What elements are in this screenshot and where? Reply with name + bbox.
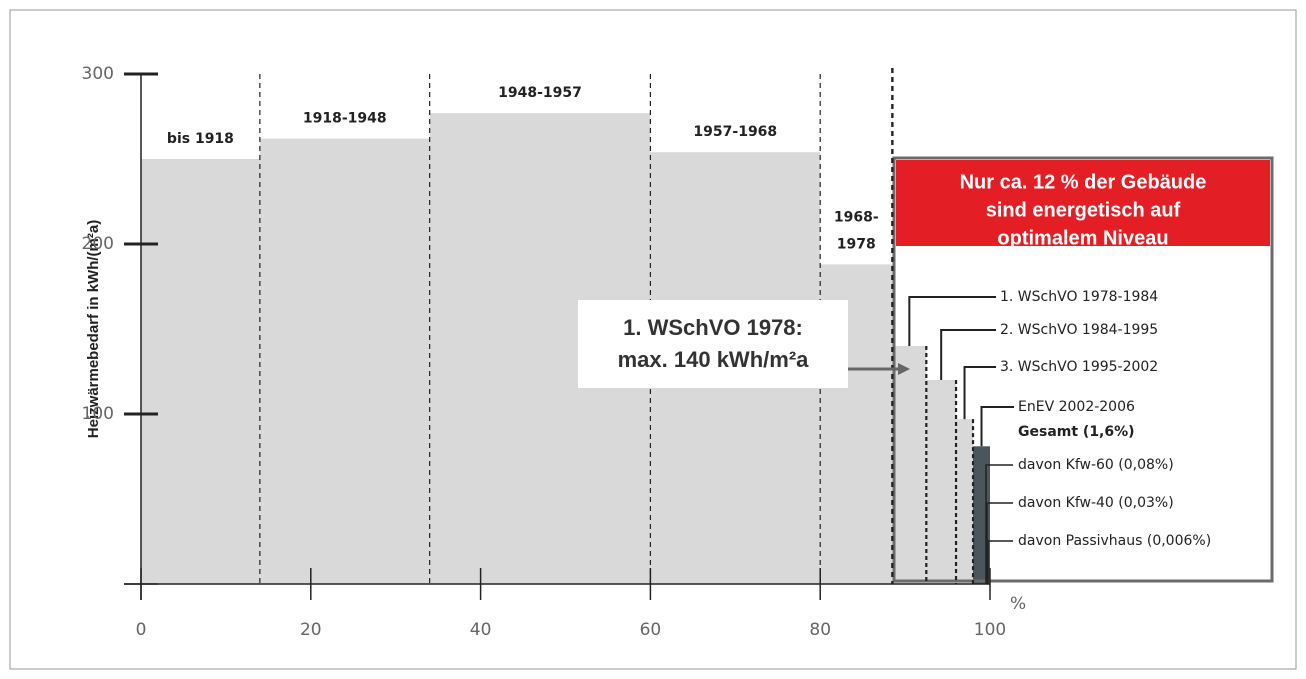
x-tick-label: 0: [136, 620, 147, 640]
y-tick-label: 200: [82, 234, 114, 254]
y-axis-label: Heizwärmebedarf in kWh/(m²a): [85, 220, 102, 438]
callout-text: max. 140 kWh/m²a: [618, 347, 810, 372]
x-tick-label: 40: [470, 620, 492, 640]
bar: [892, 346, 927, 584]
callout-arrowhead: [898, 363, 910, 375]
category-label: EnEV 2002-2006: [1018, 399, 1135, 415]
callout-box: [578, 300, 848, 388]
highlight-text: sind energetisch auf: [986, 199, 1181, 221]
x-tick-label: 100: [974, 620, 1006, 640]
callout-text: 1. WSchVO 1978:: [623, 315, 803, 340]
bar: [259, 138, 430, 584]
category-label: 1968-: [834, 209, 879, 225]
category-label: 3. WSchVO 1995-2002: [1000, 359, 1158, 375]
category-label: 1948-1957: [498, 85, 582, 101]
y-tick-label: 100: [82, 404, 114, 424]
category-label: 1978: [837, 236, 876, 252]
sub-label: davon Passivhaus (0,006%): [1018, 533, 1211, 549]
highlight-header: [896, 160, 1270, 246]
leader-line: [940, 329, 996, 380]
bar: [956, 419, 974, 584]
y-tick-label: 300: [82, 64, 114, 84]
leader-line: [987, 540, 1013, 584]
x-tick-label: 60: [640, 620, 662, 640]
category-label: Gesamt (1,6%): [1018, 424, 1135, 440]
highlight-text: Nur ca. 12 % der Gebäude: [960, 171, 1207, 193]
sub-label: davon Kfw-40 (0,03%): [1018, 495, 1174, 511]
highlight-text: optimalem Niveau: [997, 227, 1168, 249]
category-label: 1. WSchVO 1978-1984: [1000, 289, 1158, 305]
bar: [141, 159, 260, 584]
x-tick-label: 20: [300, 620, 322, 640]
x-tick-label: 80: [809, 620, 831, 640]
category-label: 2. WSchVO 1984-1995: [1000, 322, 1158, 338]
sub-label: davon Kfw-60 (0,08%): [1018, 457, 1174, 473]
leader-line: [986, 502, 1013, 584]
x-unit: %: [1010, 594, 1026, 614]
bar: [926, 380, 957, 584]
leader-line: [908, 296, 996, 346]
leader-line: [963, 366, 996, 420]
leader-line: [985, 464, 1013, 584]
category-label: 1918-1948: [303, 111, 387, 127]
category-label: bis 1918: [167, 131, 234, 147]
leader-line: [980, 406, 1014, 447]
category-label: 1957-1968: [693, 124, 777, 140]
